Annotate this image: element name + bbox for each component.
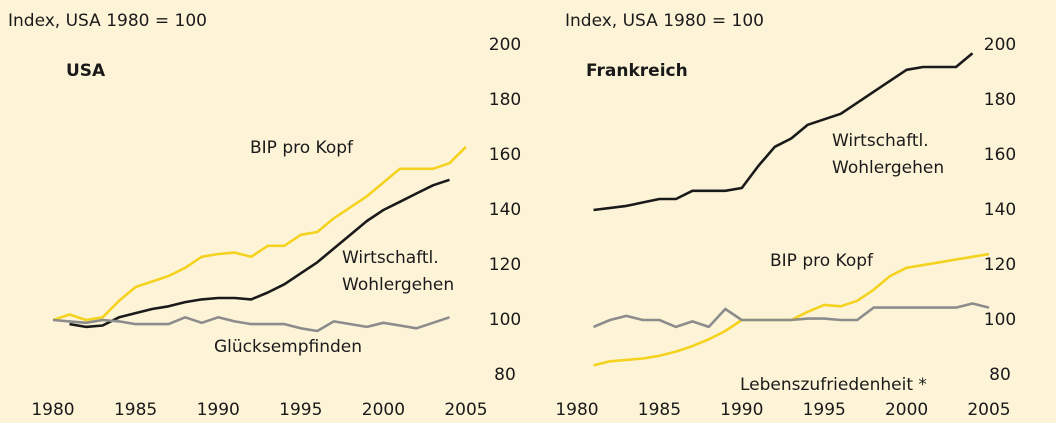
series-line	[593, 52, 974, 212]
x-tick-label: 1980	[31, 400, 74, 420]
y-tick-label: 180	[489, 90, 521, 110]
y-tick-label: 140	[984, 200, 1016, 220]
panel-title: Frankreich	[586, 61, 688, 81]
y-tick-label: 120	[489, 255, 521, 275]
x-tick-label: 1990	[720, 400, 763, 420]
x-tick-label: 1985	[638, 400, 681, 420]
series-label: BIP pro Kopf	[770, 251, 874, 271]
series-label: Glücksempfinden	[214, 337, 363, 357]
series-label: Wirtschaftl. Wohlergehen	[342, 248, 455, 295]
y-tick-label: 200	[984, 35, 1016, 55]
y-tick-label: 120	[984, 255, 1016, 275]
x-tick-label: 1995	[803, 400, 846, 420]
y-tick-label: 140	[489, 200, 521, 220]
y-tick-label: 180	[984, 90, 1016, 110]
series-line	[52, 315, 450, 333]
y-tick-label: 160	[489, 145, 521, 165]
subtitle: Index, USA 1980 = 100	[8, 11, 207, 31]
x-tick-label: 2005	[967, 400, 1010, 420]
series-line	[52, 145, 467, 322]
series-label: Lebenszufriedenheit *	[740, 375, 927, 395]
series-line	[592, 302, 990, 329]
y-tick-label: 100	[984, 310, 1016, 330]
y-tick-label: 200	[489, 35, 521, 55]
x-tick-label: 2005	[444, 400, 487, 420]
x-tick-label: 1990	[197, 400, 240, 420]
x-tick-label: 1980	[555, 400, 598, 420]
x-tick-label: 1995	[279, 400, 322, 420]
x-tick-label: 2000	[885, 400, 928, 420]
x-tick-label: 1985	[114, 400, 157, 420]
x-tick-label: 2000	[362, 400, 405, 420]
panel-title: USA	[66, 61, 106, 81]
series-line	[69, 178, 450, 329]
y-tick-label: 100	[489, 310, 521, 330]
y-tick-label: 80	[494, 365, 516, 385]
series-label: Wirtschaftl. Wohlergehen	[832, 131, 945, 178]
y-tick-label: 80	[989, 365, 1011, 385]
subtitle: Index, USA 1980 = 100	[565, 11, 764, 31]
series-label: BIP pro Kopf	[250, 138, 354, 158]
y-tick-label: 160	[984, 145, 1016, 165]
